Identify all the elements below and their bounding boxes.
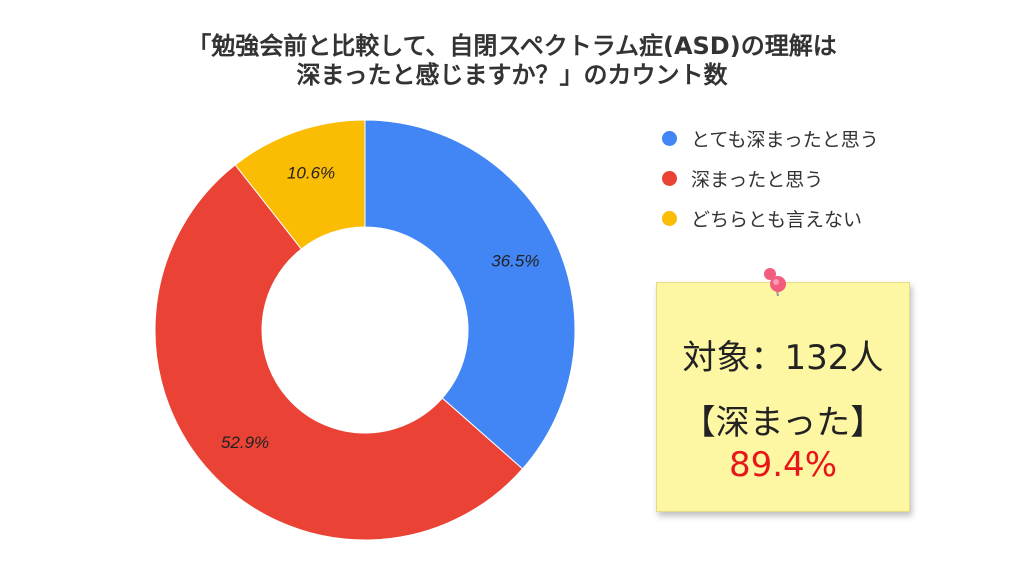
donut-slice [154, 164, 524, 541]
chart-title: 「勉強会前と比較して、自閉スペクトラム症(ASD)の理解は 深まったと感じますか… [0, 32, 1024, 90]
legend-swatch-red [662, 170, 677, 186]
legend-label: どちらとも言えない [691, 208, 863, 231]
sticky-note: 対象：132人 【深まった】 89.4% [656, 282, 910, 512]
donut-slice [234, 119, 366, 250]
slice-percent-label: 10.6% [287, 164, 335, 183]
donut-slice [364, 119, 576, 470]
slice-percent-label: 52.9% [221, 433, 269, 452]
legend-item: どちらとも言えない [662, 198, 879, 238]
legend-swatch-blue [662, 130, 677, 146]
legend-label: 深まったと思う [691, 168, 824, 191]
legend-swatch-yellow [662, 210, 677, 226]
donut-chart: 36.5% 52.9% 10.6% [154, 119, 576, 541]
chart-legend: とても深まったと思う 深まったと思う どちらとも言えない [662, 118, 879, 238]
legend-label: とても深まったと思う [691, 128, 879, 151]
pushpin-icon [764, 268, 786, 297]
donut-slices [154, 119, 576, 541]
note-subject-count: 対象：132人 [682, 338, 884, 378]
slice-percent-label: 36.5% [491, 252, 539, 271]
note-highlight-value: 89.4% [728, 445, 837, 485]
chart-title-line-2: 深まったと感じますか？」のカウント数 [296, 61, 728, 89]
donut-slice-labels: 36.5% 52.9% 10.6% [221, 164, 540, 452]
chart-title-line-1: 「勉強会前と比較して、自閉スペクトラム症(ASD)の理解は [187, 32, 837, 60]
note-highlight-label: 【深まった】 [681, 403, 885, 443]
legend-item: とても深まったと思う [662, 118, 879, 158]
legend-item: 深まったと思う [662, 158, 879, 198]
